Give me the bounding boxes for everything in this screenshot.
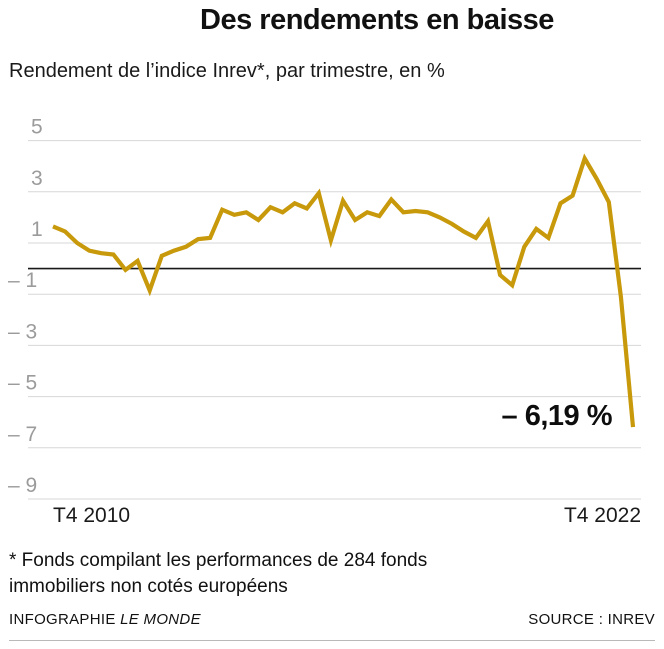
y-tick-label: 1 (31, 218, 43, 241)
y-tick-label: 3 (31, 167, 43, 190)
chart-title: Des rendements en baisse (200, 4, 554, 36)
x-axis-start-label: T4 2010 (53, 504, 131, 527)
x-axis-end-label: T4 2022 (563, 504, 641, 527)
y-tick-label: – 7 (8, 423, 37, 446)
infographie-credit: INFOGRAPHIE LE MONDE (9, 611, 201, 628)
last-value-annotation: – 6,19 % (501, 400, 613, 432)
y-tick-label: – 9 (8, 474, 37, 497)
lemonde-label: LE MONDE (120, 611, 201, 628)
footnote: * Fonds compilant les performances de 28… (9, 548, 629, 600)
credits-bar: INFOGRAPHIE LE MONDE SOURCE : INREV (9, 611, 655, 628)
infographie-label: INFOGRAPHIE (9, 611, 121, 628)
x-axis-labels: T4 2010 T4 2022 (53, 504, 641, 528)
y-tick-label: 5 (31, 116, 43, 139)
source-credit: SOURCE : INREV (528, 611, 655, 628)
footnote-line-2: immobiliers non cotés européens (9, 576, 288, 597)
y-tick-label: – 5 (8, 372, 37, 395)
inrev-returns-line (52, 153, 636, 428)
footnote-line-1: * Fonds compilant les performances de 28… (9, 550, 428, 571)
bottom-divider (9, 640, 655, 641)
y-tick-label: – 1 (8, 269, 37, 292)
chart-subtitle: Rendement de l’indice Inrev*, par trimes… (9, 60, 445, 82)
y-tick-label: – 3 (8, 320, 37, 343)
